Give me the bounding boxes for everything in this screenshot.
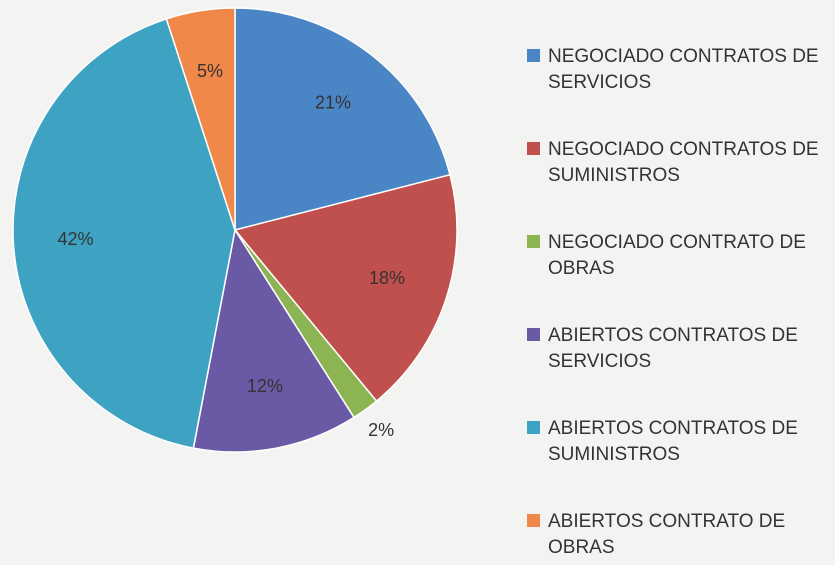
- data-label: 2%: [368, 420, 394, 440]
- legend-label: ABIERTOS CONTRATOS DE SERVICIOS: [548, 325, 798, 372]
- pie-slice: [233, 173, 458, 403]
- legend-item: ABIERTOS CONTRATOS DE SERVICIOS: [527, 323, 827, 375]
- data-label: 18%: [369, 268, 405, 288]
- legend-label: ABIERTOS CONTRATOS DE SUMINISTROS: [548, 418, 798, 465]
- legend-swatch: [527, 421, 540, 434]
- legend-item: NEGOCIADO CONTRATOS DE SERVICIOS: [527, 44, 827, 96]
- data-label: 42%: [57, 229, 93, 249]
- legend-label: NEGOCIADO CONTRATO DE OBRAS: [548, 232, 806, 279]
- legend-item: ABIERTOS CONTRATOS DE SUMINISTROS: [527, 416, 827, 468]
- pie-slice: [234, 7, 451, 231]
- data-label: 12%: [247, 376, 283, 396]
- pie-slice: [165, 7, 236, 231]
- legend-swatch: [527, 514, 540, 527]
- pie-slice: [192, 227, 355, 453]
- legend-swatch: [527, 235, 540, 248]
- legend-swatch: [527, 328, 540, 341]
- legend-label: NEGOCIADO CONTRATOS DE SERVICIOS: [548, 46, 819, 93]
- data-label: 21%: [315, 92, 351, 112]
- legend-label: NEGOCIADO CONTRATOS DE SUMINISTROS: [548, 139, 819, 186]
- pie-slice: [12, 17, 236, 449]
- legend-item: NEGOCIADO CONTRATO DE OBRAS: [527, 230, 827, 282]
- legend-item: NEGOCIADO CONTRATOS DE SUMINISTROS: [527, 137, 827, 189]
- legend-swatch: [527, 142, 540, 155]
- legend-item: ABIERTOS CONTRATO DE OBRAS: [527, 509, 827, 561]
- legend-swatch: [527, 49, 540, 62]
- data-label: 5%: [197, 61, 223, 81]
- legend-label: ABIERTOS CONTRATO DE OBRAS: [548, 511, 786, 558]
